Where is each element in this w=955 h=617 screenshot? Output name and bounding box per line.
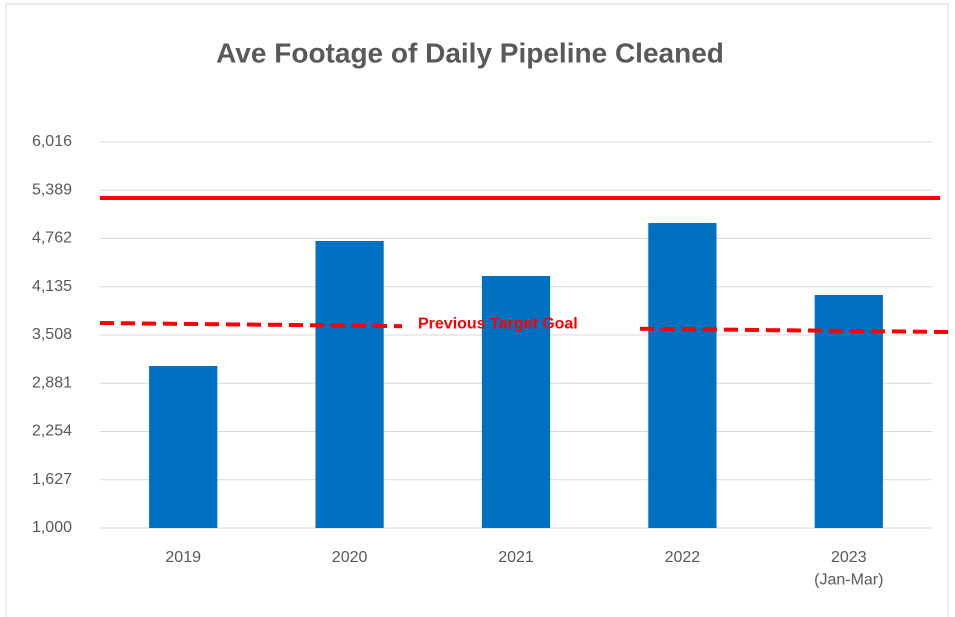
y-tick-label: 6,016 xyxy=(32,133,72,150)
x-tick-label: 2022 xyxy=(665,549,701,566)
target-line xyxy=(99,320,949,334)
y-tick-label: 4,762 xyxy=(32,230,72,247)
y-tick-label: 2,881 xyxy=(32,374,72,391)
bar xyxy=(814,294,883,528)
chart-border xyxy=(5,3,949,617)
y-tick-label: 1,627 xyxy=(32,471,72,488)
chart-title: Ave Footage of Daily Pipeline Cleaned xyxy=(216,37,724,68)
x-tick-label: 2019 xyxy=(165,549,201,566)
y-tick-label: 2,254 xyxy=(32,423,72,440)
y-tick-label: 3,508 xyxy=(32,326,72,343)
x-tick-label: 2023 (Jan-Mar) xyxy=(814,549,883,588)
bar xyxy=(648,223,717,529)
target-label: Previous Target Goal xyxy=(418,316,578,333)
x-tick-label: 2021 xyxy=(498,549,534,566)
y-tick-label: 4,135 xyxy=(32,278,72,295)
bar xyxy=(315,240,384,528)
bar xyxy=(481,275,551,528)
y-tick-label: 5,389 xyxy=(32,181,72,198)
bar xyxy=(149,366,218,528)
x-tick-label: 2020 xyxy=(332,549,368,566)
y-tick-label: 1,000 xyxy=(32,519,72,536)
